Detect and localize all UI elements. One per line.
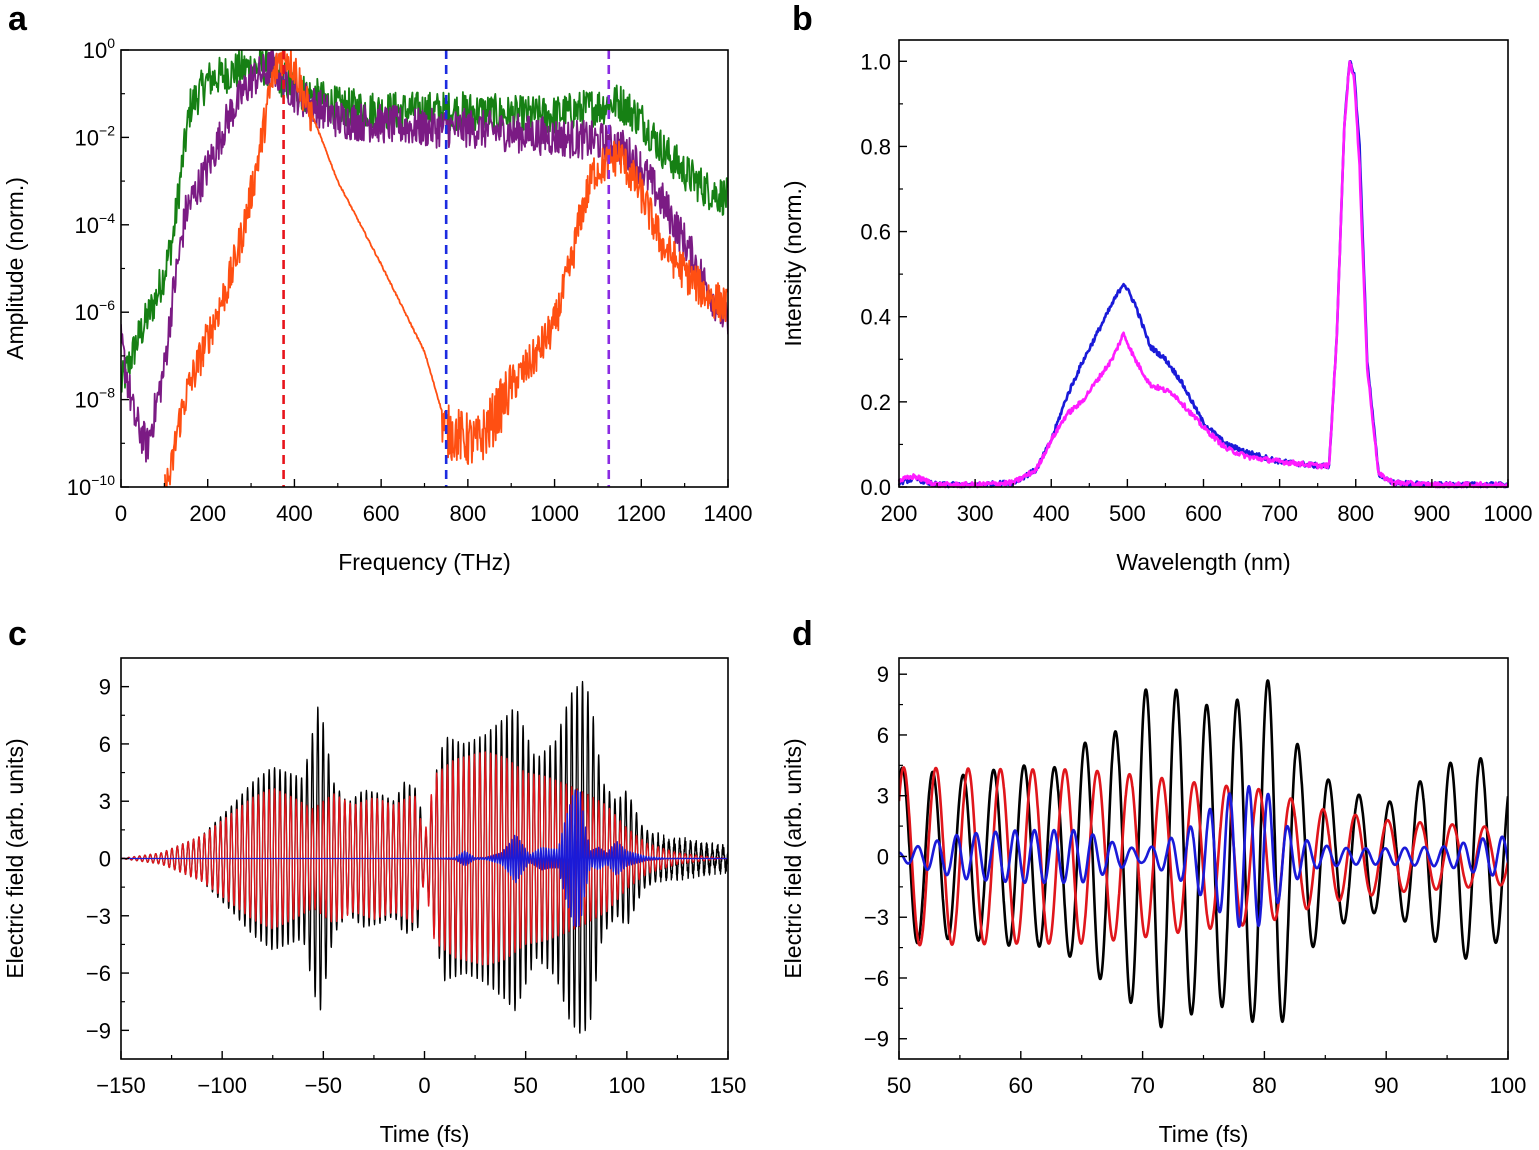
y-axis-label: Amplitude (norm.): [2, 177, 28, 360]
x-tick-label: 100: [1490, 1073, 1527, 1098]
y-tick-label: 0.4: [860, 305, 891, 330]
panel-letter-a: a: [8, 0, 28, 38]
y-tick-label: 9: [877, 662, 889, 687]
series-line-blue: [897, 60, 1509, 489]
y-tick-label: 1.0: [860, 49, 891, 74]
x-tick-label: 400: [1033, 501, 1070, 526]
y-tick-label: 10−6: [75, 297, 116, 325]
y-tick-label: 9: [99, 675, 111, 700]
y-axis-label: Electric field (arb. units): [780, 738, 806, 978]
x-tick-label: 800: [1337, 501, 1374, 526]
series-line-purple: [121, 50, 728, 463]
series-line-magenta: [897, 60, 1509, 489]
y-tick-label: 0.8: [860, 134, 891, 159]
y-tick-label: 10−10: [67, 472, 115, 500]
y-tick-label: 3: [99, 789, 111, 814]
x-axis-label: Frequency (THz): [338, 549, 511, 575]
x-tick-label: 70: [1130, 1073, 1154, 1098]
x-tick-label: 150: [710, 1073, 747, 1098]
x-tick-label: 1400: [704, 501, 753, 526]
series-line-blue: [121, 789, 728, 928]
x-tick-label: 900: [1414, 501, 1451, 526]
x-tick-label: −50: [305, 1073, 342, 1098]
y-tick-label: −6: [864, 966, 889, 991]
x-tick-label: 80: [1252, 1073, 1276, 1098]
x-tick-label: 1000: [530, 501, 579, 526]
y-tick-label: −9: [86, 1018, 111, 1043]
series-line-black: [899, 679, 1508, 1029]
x-tick-label: 50: [887, 1073, 911, 1098]
y-tick-label: 0: [99, 847, 111, 872]
series-group: [899, 679, 1508, 1029]
x-tick-label: 200: [189, 501, 226, 526]
y-tick-label: 10−2: [75, 122, 116, 150]
x-tick-label: 90: [1374, 1073, 1398, 1098]
y-tick-label: 10−4: [75, 210, 116, 238]
panel-letter-b: b: [792, 0, 813, 38]
x-axis-label: Wavelength (nm): [1116, 549, 1290, 575]
y-tick-label: 0.2: [860, 390, 891, 415]
x-tick-label: 0: [418, 1073, 430, 1098]
panel-letter-c: c: [8, 615, 27, 653]
y-tick-label: 6: [877, 723, 889, 748]
x-tick-label: 800: [449, 501, 486, 526]
x-tick-label: 500: [1109, 501, 1146, 526]
series-group: [121, 50, 728, 487]
x-tick-label: 300: [957, 501, 994, 526]
x-tick-label: 1000: [1484, 501, 1533, 526]
x-tick-label: 100: [608, 1073, 645, 1098]
y-tick-label: 10−8: [75, 385, 116, 413]
series-line-blue: [899, 785, 1508, 928]
y-tick-label: −9: [864, 1027, 889, 1052]
x-tick-label: 600: [363, 501, 400, 526]
x-tick-label: 600: [1185, 501, 1222, 526]
x-tick-label: 200: [881, 501, 918, 526]
x-tick-label: 1200: [617, 501, 666, 526]
y-tick-label: 0: [877, 844, 889, 869]
x-tick-label: 0: [115, 501, 127, 526]
series-group: [121, 680, 728, 1034]
y-axis-label: Intensity (norm.): [780, 180, 806, 346]
x-tick-label: −100: [197, 1073, 247, 1098]
chart-a: 0 200 400 600 800 1000 1200 1400 Frequency (THz)…: [2, 35, 752, 575]
x-axis-label: Time (fs): [1159, 1121, 1249, 1147]
y-tick-label: 3: [877, 784, 889, 809]
x-tick-label: 50: [513, 1073, 537, 1098]
x-tick-label: 700: [1261, 501, 1298, 526]
y-tick-label: −6: [86, 961, 111, 986]
x-tick-label: 60: [1009, 1073, 1033, 1098]
panel-letter-d: d: [792, 615, 813, 653]
chart-b: 200 300 400 500 600 700 800 900 1000 Wavelength (…: [780, 39, 1533, 575]
chart-c: −150 −100 −50 0 50 100 150 Time (fs) Electric fi…: [2, 657, 747, 1147]
y-tick-label: −3: [864, 905, 889, 930]
x-tick-label: −150: [96, 1073, 146, 1098]
y-tick-label: 0.6: [860, 220, 891, 245]
y-tick-label: 0.0: [860, 475, 891, 500]
y-tick-label: 6: [99, 732, 111, 757]
y-tick-label: −3: [86, 904, 111, 929]
x-tick-label: 400: [276, 501, 313, 526]
y-tick-label: 100: [83, 35, 115, 63]
y-axis-label: Electric field (arb. units): [2, 738, 28, 978]
x-axis-label: Time (fs): [380, 1121, 470, 1147]
